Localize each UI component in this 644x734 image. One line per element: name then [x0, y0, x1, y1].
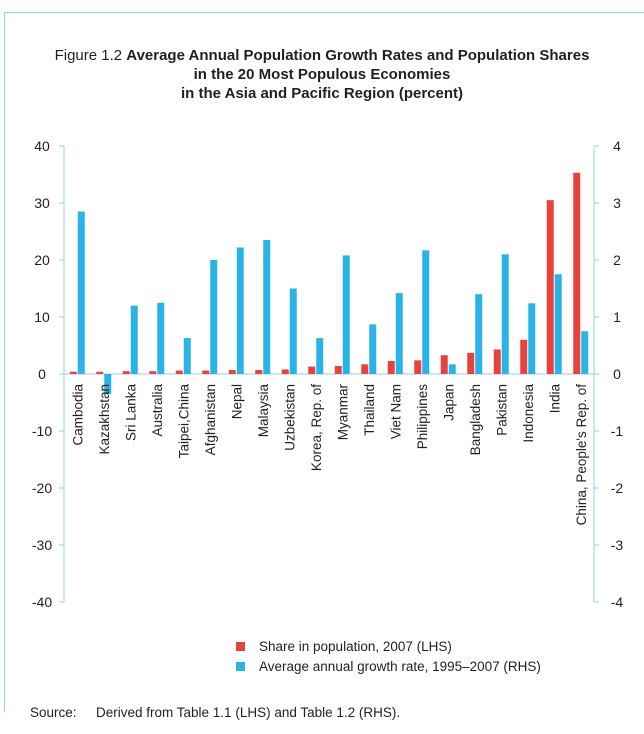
bar-growth	[369, 324, 377, 374]
category-label: Taipei,China	[176, 384, 191, 459]
left-tick-label: 10	[34, 309, 50, 325]
figure-number: Figure 1.2	[54, 47, 123, 64]
bar-share	[387, 360, 395, 374]
bar-growth	[210, 260, 218, 374]
source-label: Source:	[30, 705, 77, 720]
bar-growth	[475, 294, 483, 374]
bar-growth	[183, 338, 191, 374]
category-label: Philippines	[415, 384, 430, 450]
left-tick-label: 40	[34, 138, 50, 154]
bar-growth	[422, 250, 430, 374]
bar-share	[202, 370, 210, 374]
category-label: Malaysia	[256, 384, 271, 438]
right-tick-label: 0	[613, 366, 621, 382]
bar-growth	[501, 254, 509, 374]
legend: Share in population, 2007 (LHS) Average …	[236, 636, 541, 676]
category-label: Viet Nam	[388, 384, 403, 439]
bar-share	[255, 370, 263, 374]
bar-growth	[104, 374, 112, 394]
figure-frame-top	[4, 12, 644, 13]
category-label: Myanmar	[335, 384, 350, 441]
bar-growth	[236, 247, 244, 374]
left-tick-label: -30	[32, 537, 52, 553]
right-tick-label: -2	[611, 480, 624, 496]
bar-share	[334, 366, 342, 374]
right-tick-label: 4	[613, 138, 621, 154]
category-label: Sri Lanka	[123, 384, 138, 442]
bar-growth	[395, 293, 403, 374]
category-label: Indonesia	[521, 384, 536, 443]
right-tick-label: -3	[611, 537, 624, 553]
bar-share	[96, 371, 104, 374]
left-tick-label: -40	[32, 594, 52, 610]
left-tick-label: 30	[34, 195, 50, 211]
category-label: Uzbekistan	[282, 384, 297, 451]
bar-growth	[316, 338, 324, 374]
category-label: China, People's Rep. of	[574, 384, 589, 526]
category-label: Japan	[441, 384, 456, 421]
bar-growth	[130, 305, 138, 374]
bar-growth	[157, 302, 165, 374]
bar-growth	[342, 255, 350, 374]
chart-title: Figure 1.2 Average Annual Population Gro…	[0, 46, 644, 103]
figure-frame-left	[4, 12, 5, 712]
left-tick-label: 20	[34, 252, 50, 268]
legend-swatch-share	[236, 641, 245, 651]
category-label: Cambodia	[70, 384, 85, 446]
right-tick-label: 1	[613, 309, 621, 325]
title-line-1: Average Annual Population Growth Rates a…	[126, 47, 590, 64]
bar-share	[520, 339, 528, 374]
right-tick-label: 3	[613, 195, 621, 211]
legend-item-growth: Average annual growth rate, 1995–2007 (R…	[236, 656, 541, 676]
bar-share	[546, 200, 554, 374]
bar-share	[361, 364, 369, 374]
right-tick-label: -1	[611, 423, 624, 439]
category-label: Bangladesh	[468, 384, 483, 455]
bar-share	[493, 349, 501, 374]
right-tick-label: 2	[613, 252, 621, 268]
title-line-2: in the 20 Most Populous Economies	[193, 66, 451, 83]
bar-share	[175, 370, 183, 374]
legend-label-share: Share in population, 2007 (LHS)	[259, 638, 452, 654]
bar-growth	[77, 211, 85, 374]
source-note: Source: Derived from Table 1.1 (LHS) and …	[30, 705, 400, 720]
bar-share	[69, 371, 77, 374]
bar-share	[414, 360, 422, 374]
bar-share	[281, 369, 289, 374]
category-label: Pakistan	[494, 384, 509, 436]
left-tick-label: -10	[32, 423, 52, 439]
legend-item-share: Share in population, 2007 (LHS)	[236, 636, 541, 656]
left-tick-label: 0	[38, 366, 46, 382]
left-tick-label: -20	[32, 480, 52, 496]
category-label: India	[547, 384, 562, 414]
category-label: Afghanistan	[203, 384, 218, 455]
bar-share	[228, 370, 236, 374]
bar-growth	[289, 288, 297, 374]
source-text: Derived from Table 1.1 (LHS) and Table 1…	[96, 705, 401, 720]
bar-share	[308, 366, 316, 374]
title-line-3: in the Asia and Pacific Region (percent)	[181, 85, 463, 102]
bar-share	[122, 371, 130, 374]
category-label: Kazakhstan	[97, 384, 112, 455]
bar-share	[149, 371, 157, 374]
bar-growth	[528, 303, 536, 374]
bar-share	[573, 172, 581, 374]
legend-swatch-growth	[236, 661, 245, 671]
bar-growth	[554, 274, 562, 374]
bar-growth	[263, 240, 271, 374]
bar-share	[467, 352, 475, 374]
bar-growth	[581, 331, 589, 374]
category-label: Australia	[150, 384, 165, 437]
legend-label-growth: Average annual growth rate, 1995–2007 (R…	[259, 658, 541, 674]
right-tick-label: -4	[611, 594, 624, 610]
category-label: Nepal	[229, 384, 244, 419]
category-label: Korea, Rep. of	[309, 384, 324, 471]
category-label: Thailand	[362, 384, 377, 436]
bar-share	[440, 355, 448, 374]
bar-growth	[448, 364, 456, 374]
